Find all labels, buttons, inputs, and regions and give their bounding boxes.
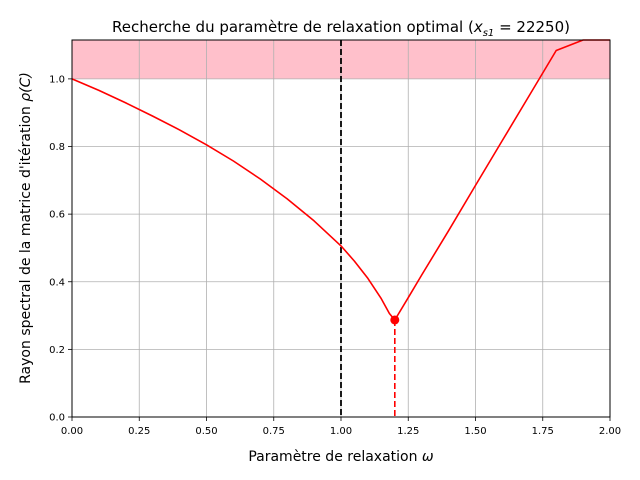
- y-tick-label: 1.0: [49, 74, 65, 85]
- x-tick-label: 0.75: [263, 426, 285, 437]
- x-tick-label: 1.25: [397, 426, 419, 437]
- x-axis-label: Paramètre de relaxation ω: [248, 449, 434, 465]
- y-axis-label: Rayon spectral de la matrice d'itération…: [18, 72, 34, 384]
- x-tick-label: 1.75: [532, 426, 554, 437]
- y-tick-label: 0.0: [49, 413, 65, 424]
- y-tick-label: 0.8: [49, 142, 65, 153]
- x-tick-label: 0.00: [61, 426, 83, 437]
- series-line: [71, 39, 610, 321]
- y-tick-label: 0.6: [49, 210, 65, 221]
- optimum-marker: [390, 315, 400, 325]
- x-axis-ticks: 0.00 0.25 0.50 0.75 1.00 1.25 1.50 1.75 2.00: [61, 417, 621, 437]
- series-layer: [71, 39, 610, 321]
- x-tick-label: 1.50: [464, 426, 486, 437]
- y-tick-label: 0.4: [49, 277, 65, 288]
- x-tick-label: 2.00: [599, 426, 621, 437]
- x-tick-label: 1.00: [330, 426, 352, 437]
- x-tick-label: 0.25: [128, 426, 150, 437]
- y-tick-label: 0.2: [49, 345, 65, 356]
- optimum-layer: [390, 315, 400, 417]
- x-tick-label: 0.50: [195, 426, 217, 437]
- chart-title: Recherche du paramètre de relaxation opt…: [112, 18, 570, 39]
- y-axis-ticks: 0.0 0.2 0.4 0.6 0.8 1.0: [49, 74, 72, 424]
